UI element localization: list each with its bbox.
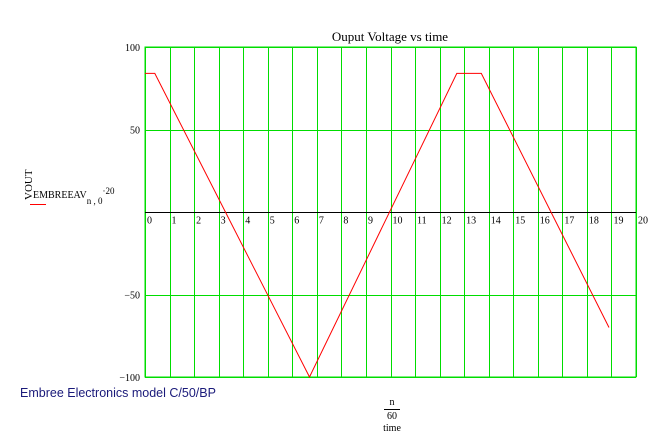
x-tick-label: 18 — [589, 216, 599, 227]
x-tick-label: 11 — [417, 216, 427, 227]
x-tick-label: 12 — [442, 216, 452, 227]
x-tick-label: 1 — [172, 216, 177, 227]
x-tick-label: 16 — [540, 216, 550, 227]
x-tick-label: 17 — [564, 216, 574, 227]
x-tick-label: 10 — [393, 216, 403, 227]
x-tick-label: 13 — [466, 216, 476, 227]
x-tick-label: 15 — [515, 216, 525, 227]
y-tick-label: −100 — [119, 373, 140, 384]
x-tick-label: 5 — [270, 216, 275, 227]
series-line — [145, 72, 610, 379]
x-tick-label: 3 — [221, 216, 226, 227]
y-tick-label: 100 — [125, 43, 140, 54]
x-label-text: time — [383, 423, 401, 434]
x-label-fraction-bar — [384, 409, 400, 410]
legend-label: EMBREEAVn , 0·20 — [33, 186, 114, 206]
x-tick-label: 14 — [491, 216, 501, 227]
y-tick-label: −50 — [124, 291, 140, 302]
legend-label-base: EMBREEAV — [33, 190, 87, 201]
x-label-numerator: n — [389, 397, 395, 408]
chart-title: Ouput Voltage vs time — [331, 29, 449, 44]
legend-label-subscript: n , 0 — [86, 196, 103, 206]
footer-caption: Embree Electronics model C/50/BP — [20, 386, 216, 400]
x-tick-label: 0 — [147, 216, 152, 227]
x-axis-label: n 60 time — [380, 397, 404, 434]
y-tick-label: 50 — [130, 126, 140, 137]
x-tick-label: 8 — [343, 216, 348, 227]
x-tick-label: 7 — [319, 216, 324, 227]
x-tick-label: 9 — [368, 216, 373, 227]
x-tick-label: 6 — [294, 216, 299, 227]
legend-label-superscript: ·20 — [102, 186, 115, 196]
x-tick-label: 2 — [196, 216, 201, 227]
x-label-denominator: 60 — [387, 411, 397, 422]
x-tick-label: 20 — [638, 216, 648, 227]
x-tick-label: 19 — [613, 216, 623, 227]
x-tick-label: 4 — [245, 216, 250, 227]
legend-line-swatch — [30, 204, 46, 205]
